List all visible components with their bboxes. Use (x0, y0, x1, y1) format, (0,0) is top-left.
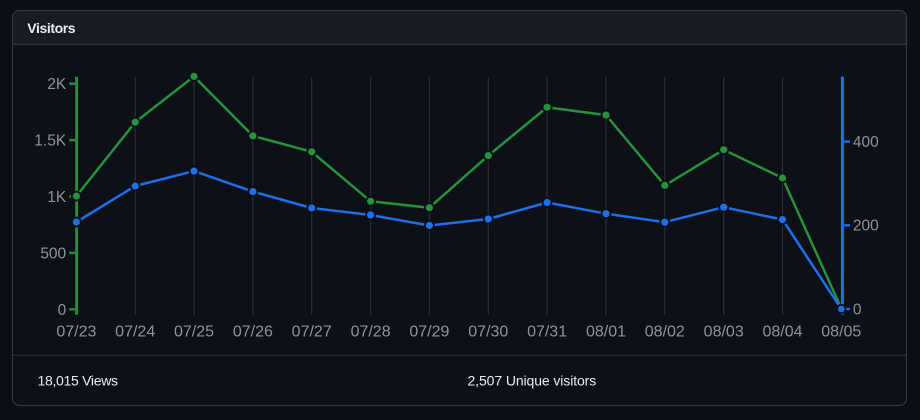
svg-text:2,507 Unique visitors: 2,507 Unique visitors (468, 372, 597, 388)
svg-text:08/02: 08/02 (645, 324, 685, 341)
svg-text:Visitors: Visitors (27, 20, 76, 36)
svg-text:07/23: 07/23 (56, 324, 96, 341)
svg-text:07/31: 07/31 (527, 324, 567, 341)
svg-text:08/04: 08/04 (762, 324, 802, 341)
svg-text:07/26: 07/26 (233, 324, 273, 341)
svg-text:08/03: 08/03 (704, 324, 744, 341)
svg-text:18,015 Views: 18,015 Views (38, 372, 119, 388)
svg-text:0: 0 (58, 302, 67, 319)
svg-text:08/05: 08/05 (821, 324, 861, 341)
svg-text:07/28: 07/28 (351, 324, 391, 341)
svg-text:500: 500 (40, 245, 66, 262)
svg-text:2K: 2K (47, 76, 67, 93)
svg-text:200: 200 (853, 218, 879, 235)
svg-text:07/25: 07/25 (174, 324, 214, 341)
svg-text:1K: 1K (47, 189, 67, 206)
svg-text:08/01: 08/01 (586, 324, 626, 341)
svg-text:07/27: 07/27 (292, 324, 332, 341)
svg-text:1.5K: 1.5K (34, 133, 67, 150)
svg-text:400: 400 (853, 134, 879, 151)
svg-text:07/24: 07/24 (115, 324, 155, 341)
svg-text:07/29: 07/29 (409, 324, 449, 341)
svg-text:07/30: 07/30 (468, 324, 508, 341)
svg-text:0: 0 (853, 301, 862, 318)
